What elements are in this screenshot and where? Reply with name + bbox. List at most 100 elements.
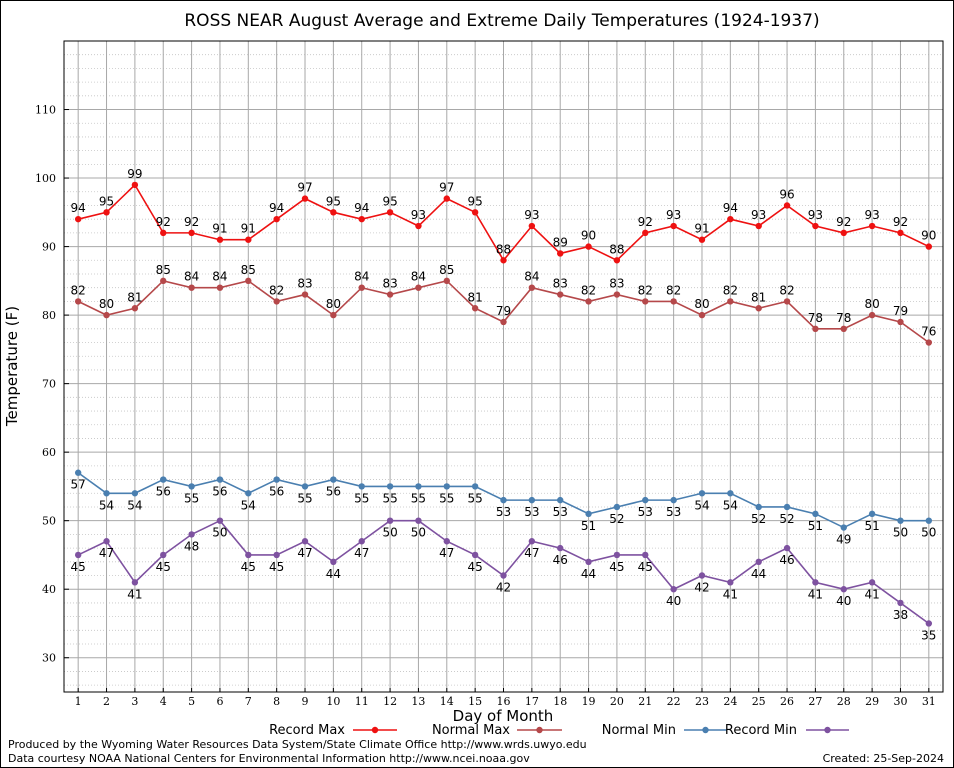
data-point (613, 291, 621, 298)
data-label: 78 (836, 311, 851, 325)
data-label: 51 (581, 519, 596, 533)
data-label: 97 (439, 181, 454, 195)
data-point (585, 558, 592, 565)
data-point (727, 490, 734, 497)
data-label: 80 (326, 297, 341, 311)
data-point (273, 551, 280, 559)
legend: Record Max Normal Max Normal Min Record Min (269, 723, 849, 738)
data-label: 53 (553, 505, 568, 519)
data-point (755, 558, 762, 565)
data-point (330, 209, 337, 216)
data-label: 93 (808, 208, 823, 222)
data-point (216, 476, 224, 483)
data-point (245, 277, 252, 285)
data-label: 84 (411, 270, 426, 284)
data-point (528, 538, 536, 545)
data-label: 45 (71, 560, 86, 574)
data-label: 50 (921, 526, 936, 540)
data-point (216, 236, 224, 243)
data-point (103, 490, 110, 497)
x-tick-label: 28 (837, 695, 851, 708)
data-label: 45 (156, 560, 171, 574)
data-point (897, 599, 904, 607)
data-label: 41 (723, 587, 738, 601)
x-tick-label: 29 (865, 695, 879, 708)
data-point (386, 291, 394, 298)
data-point (698, 572, 706, 579)
legend-entry: Normal Max (432, 723, 562, 738)
data-point (386, 483, 394, 490)
data-label: 40 (666, 594, 681, 608)
data-point (188, 531, 195, 538)
data-label: 95 (99, 194, 114, 208)
data-label: 80 (694, 297, 709, 311)
data-label: 49 (836, 533, 851, 547)
data-label: 92 (836, 215, 851, 229)
data-point (585, 510, 592, 518)
legend-marker (824, 726, 831, 734)
y-tick-label: 70 (42, 378, 56, 391)
data-label: 85 (156, 263, 171, 277)
data-point (188, 483, 195, 490)
x-tick-label: 26 (780, 695, 794, 708)
data-point (74, 551, 82, 559)
data-label: 82 (666, 283, 681, 297)
x-tick-label: 15 (468, 695, 482, 708)
data-label: 44 (326, 567, 341, 581)
data-point (840, 524, 847, 531)
data-point (443, 538, 450, 545)
x-tick-label: 21 (638, 695, 652, 708)
data-label: 53 (524, 505, 539, 519)
data-label: 50 (382, 526, 397, 540)
data-label: 54 (723, 498, 738, 512)
x-tick-label: 12 (383, 695, 397, 708)
data-point (245, 551, 252, 559)
data-point (273, 476, 280, 483)
data-label: 41 (864, 587, 879, 601)
y-tick-label: 100 (35, 172, 56, 185)
data-label: 92 (638, 215, 653, 229)
data-label: 91 (241, 222, 256, 236)
x-tick-label: 19 (582, 695, 596, 708)
data-label: 42 (496, 581, 511, 595)
data-label: 93 (751, 208, 766, 222)
data-point (812, 579, 819, 586)
y-axis: 30 40 50 60 70 80 90 100 110 (35, 104, 69, 665)
x-tick-label: 11 (355, 695, 369, 708)
data-label: 54 (99, 498, 114, 512)
data-label: 83 (297, 277, 312, 291)
x-tick-label: 20 (610, 695, 624, 708)
data-label: 94 (723, 201, 738, 215)
x-tick-label: 7 (245, 695, 252, 708)
data-point (925, 339, 933, 346)
footer-data-courtesy: Data courtesy NOAA National Centers for … (8, 752, 530, 765)
data-label: 42 (694, 581, 709, 595)
data-label: 50 (212, 526, 227, 540)
x-tick-label: 27 (808, 695, 822, 708)
data-label: 47 (297, 546, 312, 560)
x-tick-label: 22 (667, 695, 681, 708)
data-label: 55 (411, 491, 426, 505)
data-point (131, 579, 139, 586)
data-label: 85 (241, 263, 256, 277)
data-point (471, 483, 479, 490)
data-label: 50 (411, 526, 426, 540)
data-label: 56 (212, 485, 227, 499)
data-label: 84 (184, 270, 199, 284)
data-point (925, 517, 933, 524)
data-label: 84 (354, 270, 369, 284)
data-point (868, 311, 876, 319)
x-axis: 1 2 3 4 5 6 7 8 9 10 11 12 13 14 15 16 17 18 19 20 21 22 23 24 2… (75, 688, 936, 708)
data-label: 92 (893, 215, 908, 229)
data-point (216, 284, 224, 291)
data-point (670, 222, 677, 230)
data-label: 82 (723, 283, 738, 297)
x-tick-label: 18 (553, 695, 567, 708)
data-point (103, 311, 110, 319)
data-point (727, 579, 734, 586)
data-label: 90 (581, 229, 596, 243)
data-point (897, 229, 904, 237)
data-point (386, 209, 394, 216)
data-point (386, 517, 394, 524)
data-point (500, 496, 507, 504)
